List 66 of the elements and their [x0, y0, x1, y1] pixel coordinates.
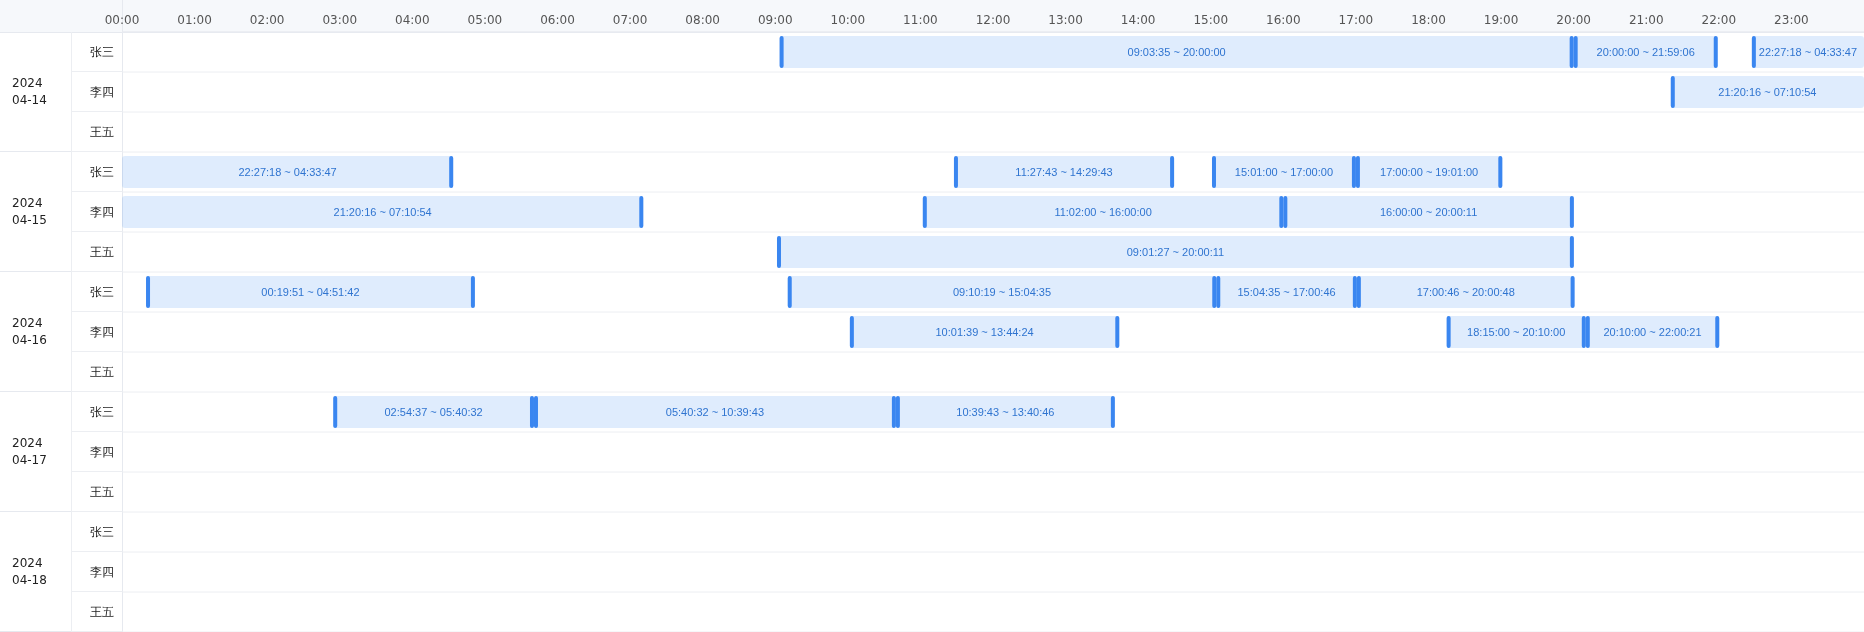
x-tick-label: 18:00	[1411, 13, 1446, 27]
text: 2024 04-17	[12, 434, 48, 469]
y-tick-label: 李四	[90, 325, 114, 340]
data-label: 17:00:00 ~ 19:01:00	[1380, 166, 1479, 178]
data-label: 22:27:18 ~ 04:33:47	[1758, 46, 1858, 58]
data-label: 10:39:43 ~ 13:40:46	[956, 406, 1055, 418]
x-tick-label: 13:00	[1048, 13, 1083, 27]
x-tick-label: 03:00	[322, 13, 358, 27]
data-label: 10:01:39 ~ 13:44:24	[935, 326, 1034, 338]
y-tick-label: 李四	[90, 85, 114, 100]
data-label: 00:19:51 ~ 04:51:42	[261, 286, 360, 298]
y-tick-label: 李四	[90, 205, 114, 220]
data-label: 11:02:00 ~ 16:00:00	[1054, 206, 1152, 218]
x-tick-label: 20:00	[1556, 13, 1591, 27]
data-label: 02:54:37 ~ 05:40:32	[384, 406, 483, 418]
x-tick-label: 07:00	[612, 13, 648, 27]
y-tick-label: 李四	[90, 565, 114, 580]
x-tick-label: 21:00	[1628, 13, 1664, 27]
data-label: 17:00:46 ~ 20:00:48	[1416, 286, 1515, 298]
data-label: 18:15:00 ~ 20:10:00	[1467, 326, 1566, 338]
y-tick-label: 王五	[90, 125, 114, 140]
data-label: 21:20:16 ~ 07:10:54	[333, 206, 432, 218]
x-tick-label: 01:00	[177, 13, 212, 27]
data-label: 21:20:16 ~ 07:10:54	[1718, 86, 1817, 98]
x-tick-label: 19:00	[1483, 13, 1519, 27]
x-tick-label: 08:00	[685, 13, 720, 27]
data-label: 22:27:18 ~ 04:33:47	[238, 166, 337, 178]
data-label: 09:10:19 ~ 15:04:35	[952, 286, 1052, 298]
x-tick-label: 00:00	[104, 13, 140, 27]
x-tick-label: 15:00	[1193, 13, 1229, 27]
x-tick-label: 14:00	[1120, 13, 1156, 27]
y-tick-label: 张三	[90, 525, 114, 540]
x-tick-label: 02:00	[249, 13, 285, 27]
text: 2024 04-15	[12, 194, 48, 229]
data-label: 09:01:27 ~ 20:00:11	[1126, 246, 1225, 258]
x-tick-label: 05:00	[467, 13, 503, 27]
text: 2024 04-16	[12, 314, 48, 349]
y-tick-label: 张三	[90, 165, 114, 180]
x-tick-label: 17:00	[1338, 13, 1374, 27]
data-label: 15:04:35 ~ 17:00:46	[1237, 286, 1336, 298]
data-label: 20:00:00 ~ 21:59:06	[1596, 46, 1695, 58]
x-tick-label: 22:00	[1701, 13, 1737, 27]
text: 2024 04-14	[12, 74, 48, 109]
text: 2024 04-18	[12, 554, 48, 589]
y-tick-label: 王五	[90, 245, 114, 260]
y-tick-label: 王五	[90, 365, 114, 380]
y-tick-label: 王五	[90, 605, 114, 620]
data-label: 09:03:35 ~ 20:00:00	[1127, 46, 1226, 58]
y-tick-label: 张三	[90, 45, 114, 60]
x-tick-label: 12:00	[975, 13, 1011, 27]
data-label: 11:27:43 ~ 14:29:43	[1015, 166, 1113, 178]
x-tick-label: 04:00	[395, 13, 430, 27]
y-tick-label: 张三	[90, 285, 114, 300]
data-label: 05:40:32 ~ 10:39:43	[665, 406, 765, 418]
x-tick-label: 23:00	[1774, 13, 1809, 27]
y-tick-label: 王五	[90, 485, 114, 500]
data-label: 20:10:00 ~ 22:00:21	[1603, 326, 1702, 338]
x-tick-label: 06:00	[540, 13, 575, 27]
x-tick-label: 16:00	[1266, 13, 1301, 27]
x-tick-label: 11:00	[903, 13, 938, 27]
data-label: 16:00:00 ~ 20:00:11	[1379, 206, 1478, 218]
y-tick-label: 张三	[90, 405, 114, 420]
x-tick-label: 09:00	[757, 13, 793, 27]
x-tick-label: 10:00	[830, 13, 866, 27]
data-label: 15:01:00 ~ 17:00:00	[1234, 166, 1334, 178]
y-tick-label: 李四	[90, 445, 114, 460]
